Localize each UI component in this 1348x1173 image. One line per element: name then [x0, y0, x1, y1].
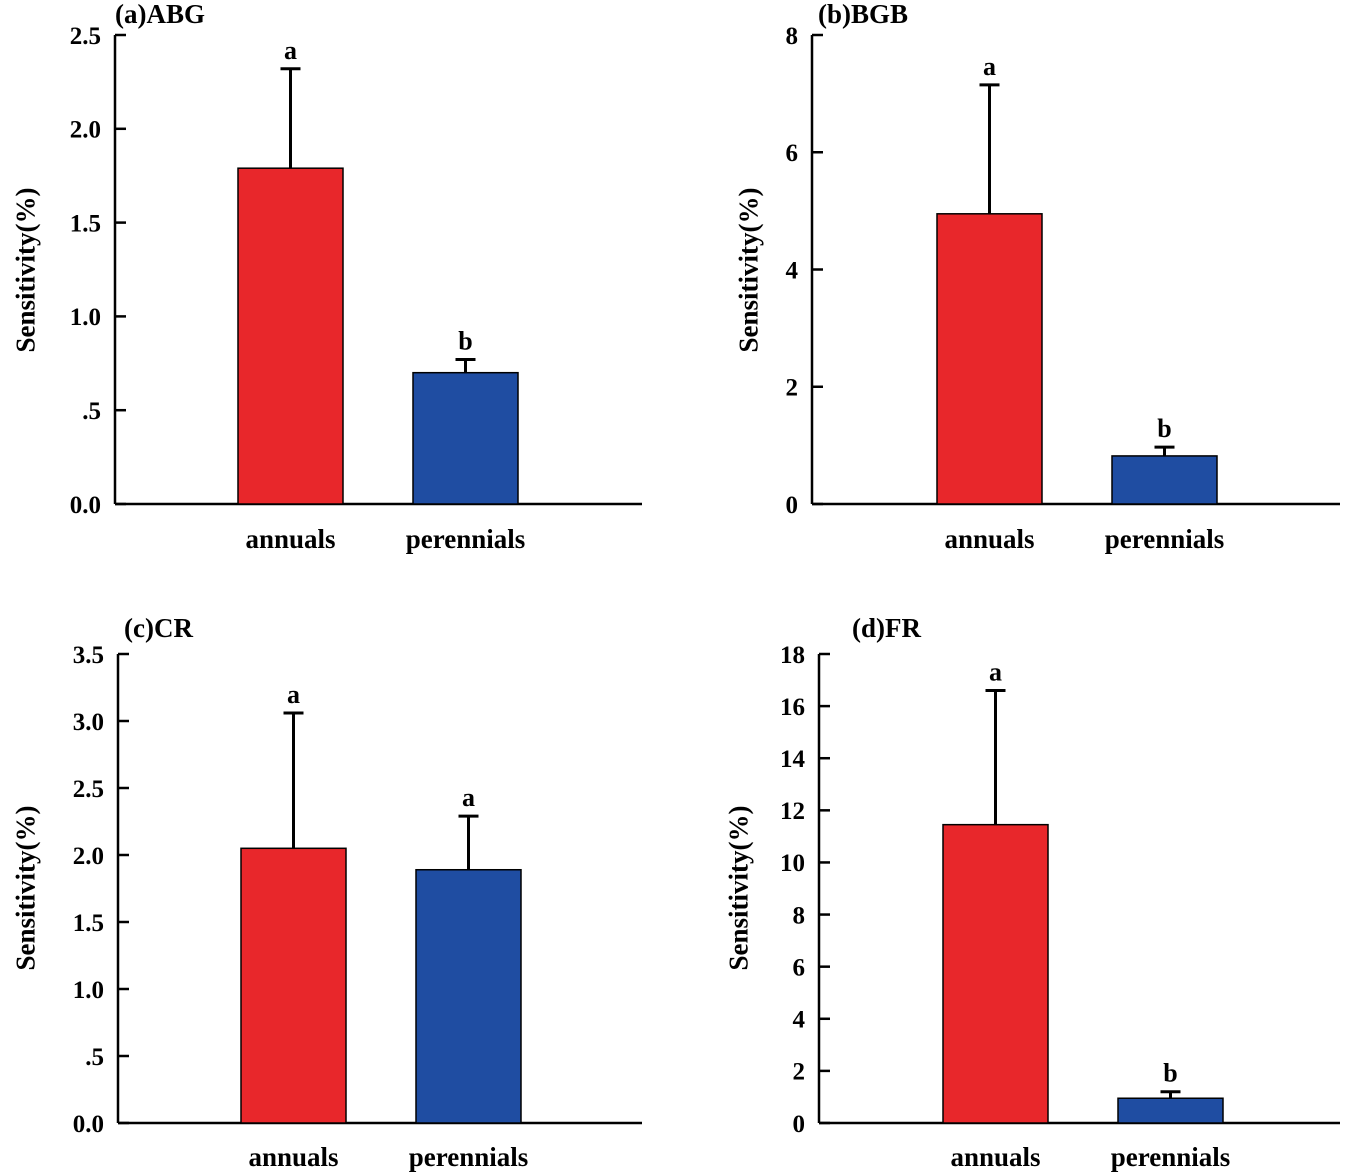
- y-tick-label: .5: [85, 1044, 104, 1071]
- bar-annuals: [936, 213, 1043, 505]
- y-tick-label: 2: [786, 375, 799, 402]
- chart-panel-1: (a)ABG Sensitivity(%) 0.0 .5 1.0 1.5 2.0 2.5 a an…: [10, 0, 642, 554]
- chart-panel-4: (d)FR Sensitivity(%) 0 2 4 6 8 10 12 14 16 18 a annua…: [723, 613, 1340, 1172]
- bar-perennials: [415, 868, 522, 1124]
- y-tick-label: 1.5: [70, 210, 101, 237]
- bar-perennials: [1117, 1097, 1224, 1124]
- y-tick-label: 2.0: [70, 117, 101, 144]
- y-tick-label: 14: [780, 746, 806, 773]
- y-tick-label: 3.0: [73, 709, 104, 736]
- bar-annuals: [237, 167, 344, 505]
- significance-letter-perennials: b: [1163, 1059, 1177, 1088]
- x-category-label-annuals: annuals: [944, 524, 1034, 554]
- x-category-label-perennials: perennials: [1111, 1142, 1231, 1172]
- chart-title: (d)FR: [852, 613, 921, 643]
- bar-perennials: [1111, 455, 1218, 505]
- x-category-label-perennials: perennials: [1105, 524, 1225, 554]
- bar-perennials: [412, 371, 519, 505]
- y-tick-label: 2: [793, 1059, 806, 1086]
- significance-letter-annuals: a: [284, 36, 297, 65]
- y-tick-label: 1.0: [73, 977, 104, 1004]
- y-tick-label: 1.0: [70, 304, 101, 331]
- y-tick-label: 8: [793, 902, 806, 929]
- y-tick-label: 16: [780, 694, 805, 721]
- y-tick-label: .5: [82, 398, 101, 425]
- y-tick-label: 18: [780, 642, 805, 669]
- y-axis-label: Sensitivity(%): [723, 806, 753, 971]
- y-axis-label: Sensitivity(%): [733, 188, 763, 353]
- chart-title: (b)BGB: [818, 0, 908, 29]
- significance-letter-annuals: a: [287, 680, 300, 709]
- significance-letter-perennials: b: [1157, 414, 1171, 443]
- chart-title: (a)ABG: [115, 0, 205, 29]
- y-tick-label: 0.0: [73, 1111, 104, 1138]
- y-tick-label: 4: [793, 1007, 806, 1034]
- y-tick-label: 0: [786, 492, 799, 519]
- x-category-label-perennials: perennials: [409, 1142, 529, 1172]
- y-axis-label: Sensitivity(%): [10, 188, 40, 353]
- significance-letter-perennials: a: [462, 783, 475, 812]
- y-tick-label: 2.5: [70, 23, 101, 50]
- significance-letter-annuals: a: [989, 657, 1002, 686]
- y-tick-label: 2.0: [73, 843, 104, 870]
- significance-letter-perennials: b: [458, 327, 472, 356]
- y-tick-label: 8: [786, 23, 799, 50]
- y-axis-label: Sensitivity(%): [10, 806, 40, 971]
- y-tick-label: 4: [786, 257, 799, 284]
- chart-title: (c)CR: [124, 613, 193, 643]
- x-category-label-annuals: annuals: [950, 1142, 1040, 1172]
- chart-panel-3: (c)CR Sensitivity(%) 0.0 .5 1.0 1.5 2.0 2.5 3.0 3…: [10, 613, 642, 1172]
- y-tick-label: 2.5: [73, 776, 104, 803]
- y-tick-label: 1.5: [73, 910, 104, 937]
- chart-panel-2: (b)BGB Sensitivity(%) 0 2 4 6 8 a annuals b perenn…: [733, 0, 1340, 554]
- y-tick-label: 12: [780, 798, 805, 825]
- x-category-label-annuals: annuals: [248, 1142, 338, 1172]
- bar-annuals: [240, 847, 347, 1124]
- significance-letter-annuals: a: [983, 52, 996, 81]
- x-category-label-annuals: annuals: [245, 524, 335, 554]
- y-tick-label: 0: [793, 1111, 806, 1138]
- y-tick-label: 3.5: [73, 642, 104, 669]
- x-category-label-perennials: perennials: [406, 524, 526, 554]
- y-tick-label: 0.0: [70, 492, 101, 519]
- y-tick-label: 6: [793, 954, 806, 981]
- y-tick-label: 6: [786, 140, 799, 167]
- y-tick-label: 10: [780, 850, 805, 877]
- bar-annuals: [942, 823, 1049, 1124]
